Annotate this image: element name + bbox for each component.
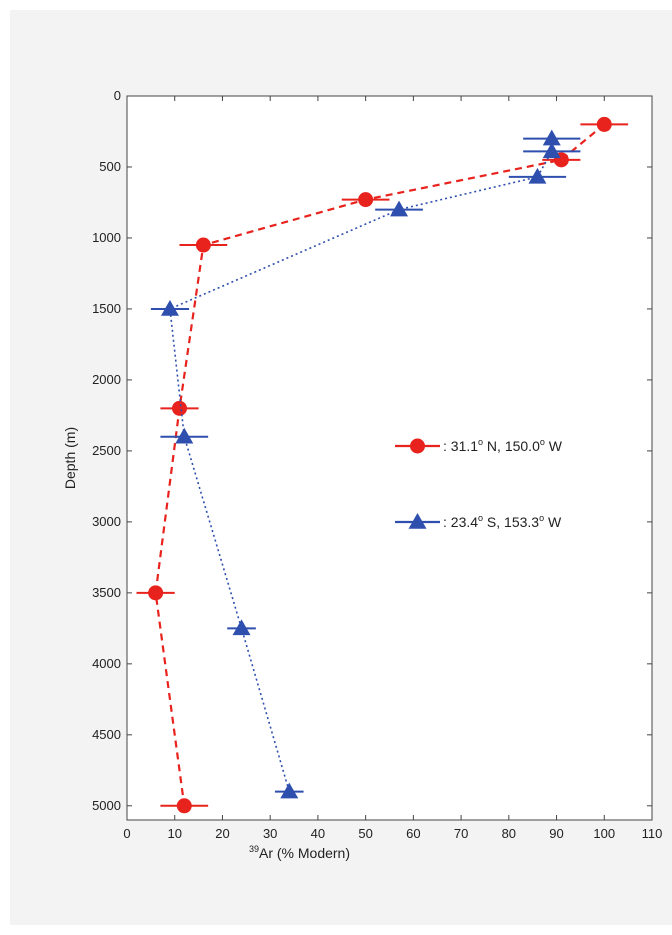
legend-label-part: W [544, 514, 562, 530]
y-tick-label: 2000 [92, 372, 121, 387]
x-axis-title-superscript: 39 [249, 844, 259, 854]
y-tick-label: 0 [114, 88, 121, 103]
y-tick-label: 500 [99, 159, 121, 174]
legend-label-part: : 31.1 [443, 438, 478, 454]
x-axis: 0 10 20 30 40 50 60 70 80 90 100 110 [123, 96, 662, 841]
x-tick-label: 110 [642, 826, 663, 841]
y-tick-label: 3000 [92, 514, 121, 529]
data-point-triangle [175, 427, 194, 444]
series-layer [136, 116, 629, 814]
legend-entry-1: : 31.1o N, 150.0o W [395, 437, 563, 454]
x-axis-title: 39Ar (% Modern) [249, 844, 350, 861]
x-tick-label: 70 [454, 826, 468, 841]
x-axis-title-text: Ar (% Modern) [259, 845, 350, 861]
y-axis: 0 500 1000 1500 2000 2500 3000 3500 4000 4500 5000 [92, 88, 652, 813]
data-point-triangle [390, 200, 409, 217]
chart-panel: 0 10 20 30 40 50 60 70 80 90 100 110 0 500 1000 1500 20… [10, 10, 672, 925]
degree-sign: o [539, 513, 544, 523]
legend-label-part: N, 150.0 [483, 438, 540, 454]
data-point-circle [176, 798, 192, 814]
data-point-circle [148, 585, 164, 601]
x-tick-label: 60 [406, 826, 420, 841]
y-tick-label: 3500 [92, 585, 121, 600]
data-point-circle [172, 400, 187, 416]
data-point-circle [358, 192, 374, 208]
y-axis-title: Depth (m) [62, 427, 78, 489]
data-point-circle [195, 237, 211, 253]
legend-entry-2: : 23.4o S, 153.3o W [395, 513, 562, 530]
x-tick-label: 80 [502, 826, 516, 841]
x-tick-label: 100 [593, 826, 615, 841]
x-tick-label: 0 [123, 826, 130, 841]
series-2 [150, 129, 581, 799]
data-point-triangle [160, 299, 179, 316]
x-tick-label: 10 [167, 826, 181, 841]
legend-label: : 31.1o N, 150.0o W [443, 437, 563, 454]
y-tick-label: 1500 [92, 301, 121, 316]
y-tick-label: 5000 [92, 798, 121, 813]
legend-label-part: S, 153.3 [483, 514, 539, 530]
data-point-triangle [232, 619, 251, 636]
y-tick-label: 1000 [92, 230, 121, 245]
legend-label: : 23.4o S, 153.3o W [443, 513, 562, 530]
x-tick-label: 20 [215, 826, 229, 841]
data-point-triangle [542, 142, 561, 159]
x-tick-label: 50 [358, 826, 372, 841]
legend-label-part: W [545, 438, 563, 454]
y-tick-label: 2500 [92, 443, 121, 458]
degree-sign: o [478, 513, 483, 523]
degree-sign: o [478, 437, 483, 447]
degree-sign: o [540, 437, 545, 447]
x-tick-label: 40 [311, 826, 325, 841]
plot-frame [126, 95, 653, 821]
plot-area [126, 95, 653, 821]
data-point-triangle [542, 129, 561, 146]
series-1 [136, 116, 629, 814]
data-point-triangle [280, 782, 299, 799]
depth-profile-chart: 0 10 20 30 40 50 60 70 80 90 100 110 0 500 1000 1500 20… [62, 88, 662, 861]
legend: : 31.1o N, 150.0o W: 23.4o S, 153.3o W [395, 437, 563, 530]
data-point-triangle [528, 167, 547, 184]
legend-triangle-marker [408, 513, 427, 529]
y-tick-label: 4500 [92, 727, 121, 742]
legend-label-part: : 23.4 [443, 514, 478, 530]
data-point-circle [596, 116, 612, 132]
x-tick-label: 90 [549, 826, 563, 841]
legend-circle-marker [410, 438, 425, 454]
y-tick-label: 4000 [92, 656, 121, 671]
x-tick-label: 30 [263, 826, 277, 841]
